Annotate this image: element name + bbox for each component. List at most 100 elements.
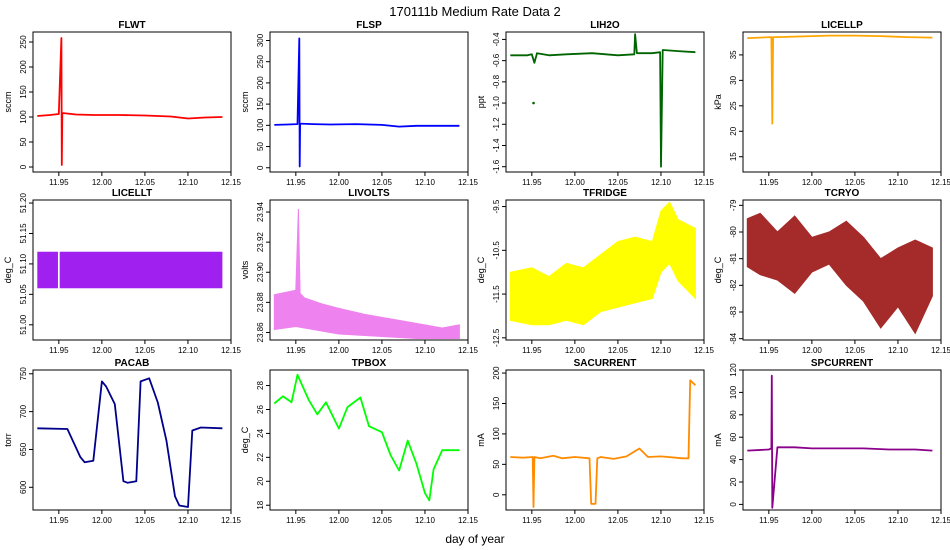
- y-tick-label: 700: [19, 404, 28, 418]
- data-band: [509, 201, 696, 326]
- y-tick-label: 20: [729, 126, 738, 135]
- x-tick-label: 12.05: [608, 178, 629, 187]
- y-tick-label: 50: [19, 137, 28, 146]
- y-tick-label: 0: [256, 165, 265, 170]
- y-tick-label: -79: [729, 199, 738, 211]
- panel-title: LIH2O: [590, 20, 620, 31]
- plot-frame: [32, 199, 232, 341]
- x-tick-label: 12.15: [931, 178, 950, 187]
- y-tick-label: -84: [729, 332, 738, 344]
- figure-title: 170111b Medium Rate Data 2: [389, 4, 561, 19]
- x-tick-label: 12.05: [845, 346, 866, 355]
- x-tick-label: 12.15: [221, 178, 242, 187]
- x-tick-label: 11.95: [49, 178, 69, 187]
- data-line: [510, 379, 697, 508]
- x-tick-label: 12.00: [565, 516, 586, 525]
- x-tick-label: 12.10: [888, 346, 909, 355]
- x-tick-label: 12.00: [802, 516, 823, 525]
- y-axis-label: ppt: [476, 95, 486, 108]
- x-tick-label: 11.95: [49, 346, 69, 355]
- y-tick-label: -1.2: [492, 117, 501, 131]
- data-band: [37, 251, 58, 289]
- x-tick-label: 12.15: [694, 346, 715, 355]
- x-tick-label: 11.95: [286, 516, 306, 525]
- panel-title: SPCURRENT: [811, 358, 873, 369]
- y-tick-label: 25: [729, 101, 738, 110]
- x-tick-label: 12.10: [178, 346, 199, 355]
- panel-title: SACURRENT: [574, 358, 637, 369]
- x-tick-label: 11.95: [522, 178, 542, 187]
- y-axis-label: volts: [240, 260, 250, 279]
- panel-title: TCRYO: [825, 188, 860, 199]
- x-tick-label: 12.15: [694, 178, 715, 187]
- y-tick-label: 40: [729, 455, 738, 464]
- x-tick-label: 12.00: [92, 346, 113, 355]
- plot-data: [37, 37, 223, 166]
- y-tick-label: 150: [256, 97, 265, 111]
- y-tick-label: -83: [729, 306, 738, 318]
- y-tick-label: 250: [19, 35, 28, 49]
- plot-data: [510, 379, 697, 508]
- x-tick-label: 12.10: [415, 346, 436, 355]
- data-line: [510, 33, 696, 168]
- panel-grid: FLWT 11.95 12.00 12.05 12.10 12.15 0 50 100 150 20…: [3, 20, 950, 525]
- panel-livolts: LIVOLTS 11.95 12.00 12.05 12.10 12.15 23.86 23.…: [240, 188, 479, 355]
- panel-title: LICELLT: [112, 188, 152, 199]
- y-axis-label: sccm: [240, 92, 250, 113]
- x-tick-label: 12.10: [415, 178, 436, 187]
- panel-tpbox: TPBOX 11.95 12.00 12.05 12.10 12.15 18 20 22 24 26…: [240, 358, 479, 525]
- panel-title: LICELLP: [821, 20, 863, 31]
- x-tick-label: 12.00: [329, 516, 350, 525]
- x-tick-label: 11.95: [759, 516, 779, 525]
- y-tick-label: -12.5: [492, 328, 501, 347]
- y-tick-label: -0.6: [492, 53, 501, 67]
- y-tick-label: 100: [729, 385, 738, 399]
- y-tick-label: -10.5: [492, 241, 501, 260]
- panel-tfridge: TFRIDGE 11.95 12.00 12.05 12.10 12.15 -12.5 -11…: [476, 188, 715, 355]
- plot-data: [273, 208, 460, 339]
- y-tick-label: 51.05: [19, 284, 28, 305]
- plot-frame: [269, 369, 469, 511]
- x-tick-label: 12.00: [92, 178, 113, 187]
- x-tick-label: 12.00: [92, 516, 113, 525]
- plot-frame: [505, 369, 705, 511]
- plot-frame: [742, 199, 942, 341]
- x-tick-label: 12.00: [802, 178, 823, 187]
- x-tick-label: 12.05: [845, 516, 866, 525]
- y-tick-label: -11.5: [492, 285, 501, 303]
- x-tick-label: 12.05: [608, 516, 629, 525]
- plot-data: [510, 33, 696, 168]
- y-tick-label: 0: [492, 492, 501, 497]
- y-tick-label: 28: [256, 381, 265, 390]
- y-tick-label: 26: [256, 404, 265, 413]
- x-tick-label: 11.95: [759, 346, 779, 355]
- x-tick-label: 12.05: [372, 516, 393, 525]
- y-tick-label: 35: [729, 50, 738, 59]
- y-tick-label: 23.90: [256, 262, 265, 283]
- y-tick-label: 300: [256, 33, 265, 47]
- x-tick-label: 12.05: [135, 346, 156, 355]
- panel-title: FLSP: [356, 20, 382, 31]
- panel-title: PACAB: [115, 358, 150, 369]
- data-band: [59, 251, 223, 289]
- panel-title: FLWT: [118, 20, 145, 31]
- x-tick-label: 12.00: [565, 178, 586, 187]
- x-tick-label: 12.10: [178, 178, 199, 187]
- y-tick-label: 51.20: [19, 192, 28, 213]
- plot-data: [509, 201, 696, 326]
- x-tick-label: 12.10: [888, 178, 909, 187]
- x-tick-label: 12.15: [931, 516, 950, 525]
- y-tick-label: 23.92: [256, 232, 265, 253]
- y-tick-label: -0.8: [492, 74, 501, 88]
- panel-pacab: PACAB 11.95 12.00 12.05 12.10 12.15 600 650 700 7…: [3, 358, 242, 525]
- panel-tcryo: TCRYO 11.95 12.00 12.05 12.10 12.15 -84 -83 -82 -…: [713, 188, 950, 355]
- y-axis-label: torr: [3, 433, 13, 447]
- x-tick-label: 12.15: [458, 178, 479, 187]
- y-tick-label: -1.0: [492, 96, 501, 110]
- x-tick-label: 11.95: [522, 516, 542, 525]
- y-tick-label: 51.15: [19, 223, 28, 244]
- y-tick-label: 0: [729, 502, 738, 507]
- y-tick-label: 250: [256, 54, 265, 68]
- panel-lih2o: LIH2O 11.95 12.00 12.05 12.10 12.15 -1.6 -1.4 -1…: [476, 20, 715, 187]
- y-axis-label: mA: [476, 433, 486, 447]
